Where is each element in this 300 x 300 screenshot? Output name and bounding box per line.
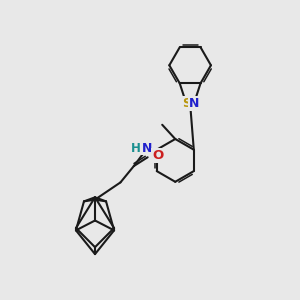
Text: S: S — [182, 97, 191, 110]
Text: N: N — [189, 97, 199, 110]
Text: H: H — [130, 142, 140, 155]
Text: N: N — [142, 142, 152, 155]
Text: O: O — [152, 149, 163, 162]
